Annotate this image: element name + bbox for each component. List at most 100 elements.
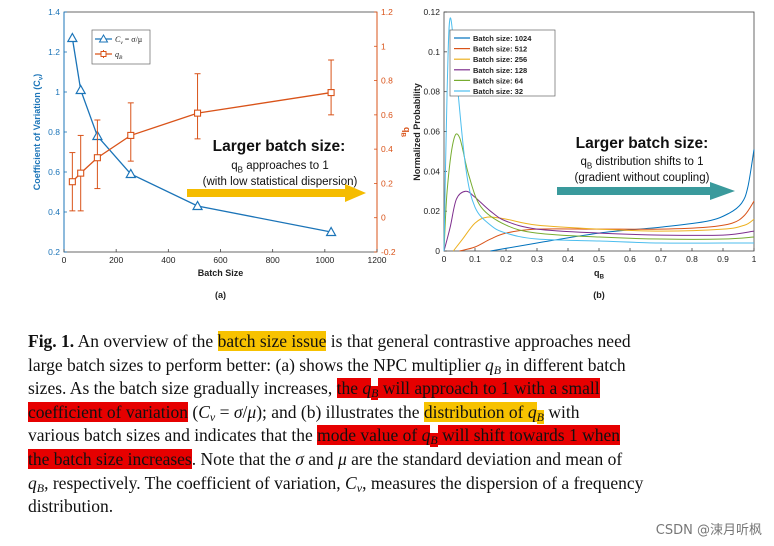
legend-b-box	[449, 29, 556, 97]
caption-line: qB, respectively. The coefficient of var…	[28, 472, 768, 496]
caption-segment: q	[421, 425, 431, 446]
caption-line: sizes. As the batch size gradually incre…	[28, 377, 768, 401]
tick-label-b-x: 0	[442, 254, 447, 264]
tick-label-b-x: 0.6	[624, 254, 636, 264]
legend-a: Cv = σ/μ qB	[91, 29, 151, 65]
legend-cv-label: Cv = σ/μ	[115, 35, 142, 46]
tick-label-a-x: 0	[62, 255, 67, 265]
caption-segment: ); and (b) illustrates the	[256, 401, 424, 422]
caption-segment: , respectively. The coefficient of varia…	[44, 472, 346, 493]
caption-line: various batch sizes and indicates that t…	[28, 424, 768, 448]
caption-line: large batch sizes to perform better: (a)…	[28, 354, 768, 378]
caption-segment: μ	[337, 448, 347, 469]
annotation-a-arrow-head	[345, 184, 366, 202]
caption-segment: /	[242, 401, 248, 422]
legend-cv-marker	[98, 33, 109, 43]
caption-segment: mode value of	[317, 425, 422, 446]
tick-label-b-x: 0.1	[469, 254, 481, 264]
data-point-cv	[66, 32, 78, 43]
caption-segment: distribution of	[423, 401, 528, 422]
series-line-b-2	[452, 216, 755, 252]
tick-label-b-y: 0.06	[423, 127, 440, 137]
caption-line: coefficient of variation (Cv = σ/μ); and…	[28, 401, 768, 425]
axis-label-a-left: Coefficient of Variation (Cv)	[32, 74, 45, 191]
caption-segment: q	[28, 472, 37, 493]
tick-label-a-left: 0.6	[48, 167, 60, 177]
legend-b-entry: Batch size: 256	[473, 55, 527, 64]
caption-segment: q	[485, 354, 494, 375]
caption-segment: B	[36, 480, 45, 495]
caption-segment: B	[536, 409, 544, 424]
tick-label-b-x: 0.5	[593, 254, 605, 264]
tick-label-b-x: 0.3	[531, 254, 543, 264]
caption-segment: C	[345, 472, 357, 493]
legend-b-entry: Batch size: 512	[473, 45, 527, 54]
caption-segment: large batch sizes to perform better: (a)…	[28, 354, 485, 375]
tick-label-b-x: 0.8	[686, 254, 698, 264]
caption-segment: , measures the dispersion of a frequency	[362, 472, 644, 493]
tick-label-a-x: 400	[161, 255, 175, 265]
tick-label-b-y: 0	[435, 246, 440, 256]
caption-segment: v	[209, 409, 216, 424]
caption-segment: An overview of the	[74, 331, 218, 351]
tick-label-b-y: 0.12	[423, 7, 440, 17]
annotation-a-title: Larger batch size:	[213, 138, 346, 155]
caption-segment: coefficient of variation	[28, 401, 189, 422]
caption-segment: μ	[247, 401, 257, 422]
annotation-b-title: Larger batch size:	[576, 135, 709, 152]
caption-segment: various batch sizes and indicates that t…	[28, 425, 318, 446]
tick-label-b-y: 0.04	[423, 166, 440, 176]
annotation-a-line1: qB approaches to 1	[231, 160, 328, 174]
axis-label-a-x: Batch Size	[198, 268, 244, 278]
annotation-b-arrow-shaft	[557, 187, 710, 195]
caption-line: Fig. 1. An overview of the batch size is…	[28, 330, 768, 354]
caption-segment: in different batch	[501, 354, 626, 375]
tick-label-a-left: 1.2	[48, 47, 60, 57]
caption-segment: are the standard deviation and mean of	[346, 448, 623, 469]
axis-label-b-x: qB	[594, 268, 605, 281]
data-point-cv	[75, 84, 87, 95]
caption-segment: and	[303, 448, 338, 469]
tick-label-a-x: 800	[266, 255, 280, 265]
caption-line: the batch size increases. Note that the …	[28, 448, 768, 472]
tick-label-a-x: 1000	[315, 255, 334, 265]
legend-qb-marker	[100, 51, 107, 57]
tick-label-b-x: 0.7	[655, 254, 667, 264]
caption-segment: the	[336, 378, 363, 399]
caption-segment: q	[527, 401, 537, 422]
caption-segment: will approach to 1 with a small	[378, 378, 600, 399]
annotation-a-line2: (with low statistical dispersion)	[203, 176, 358, 188]
tick-label-a-x: 200	[109, 255, 123, 265]
legend-b-entry: Batch size: 32	[473, 87, 523, 96]
data-point-qb	[77, 169, 85, 177]
data-point-cv	[325, 226, 337, 237]
caption-segment: B	[371, 386, 379, 401]
axis-label-a-right: qB	[399, 127, 412, 138]
legend-qb-label: qB	[115, 50, 123, 61]
data-point-cv	[192, 200, 204, 211]
caption-segment: B	[493, 362, 502, 377]
caption-segment: distribution.	[28, 496, 114, 517]
tick-label-a-x: 600	[213, 255, 227, 265]
caption-segment: is that general contrastive approaches n…	[326, 331, 631, 351]
data-point-qb	[327, 89, 335, 97]
caption-segment: v	[356, 480, 363, 495]
axis-label-b-y: Normalized Probability	[412, 83, 422, 181]
caption-segment: the batch size increases	[28, 448, 192, 469]
annotation-b-line2: (gradient without coupling)	[575, 172, 710, 184]
data-point-qb	[127, 131, 135, 139]
tick-label-b-x: 1	[752, 254, 757, 264]
figure-caption: Fig. 1. An overview of the batch size is…	[28, 330, 768, 519]
caption-segment: q	[362, 378, 372, 399]
series-line-cv	[71, 37, 332, 233]
caption-segment: B	[430, 433, 438, 448]
caption-segment: (	[188, 401, 199, 422]
tick-label-b-x: 0.9	[717, 254, 729, 264]
panel-label-a: (a)	[215, 290, 226, 300]
caption-segment: Fig. 1.	[28, 331, 75, 351]
caption-segment: σ	[233, 401, 243, 422]
tick-label-a-right: 0.2	[381, 178, 393, 188]
data-point-qb	[93, 154, 101, 162]
tick-label-a-left: 0.2	[48, 247, 60, 257]
series-line-b-3	[443, 190, 755, 252]
